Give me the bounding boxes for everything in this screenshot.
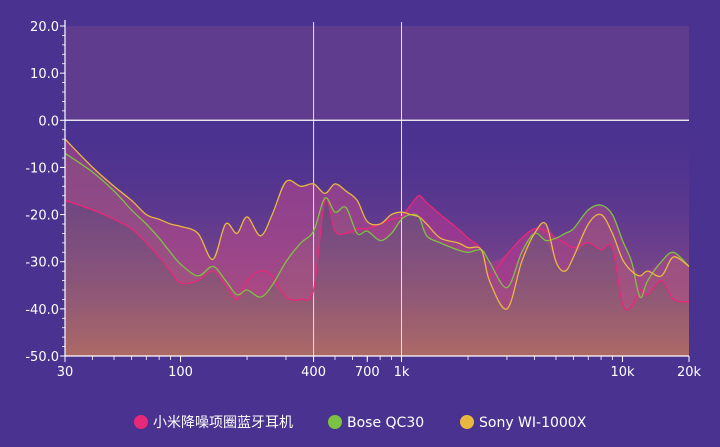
plot-upper-area: [65, 26, 689, 121]
y-tick-label: -20.0: [25, 209, 59, 224]
axes: 20.0 10.0 0.0 -10.0 -20.0 -30.0 -40.0 -50.030 10…: [25, 20, 702, 380]
x-tick-label: 100: [168, 365, 193, 380]
series-area-1: [65, 153, 689, 356]
legend-label: Sony WI-1000X: [479, 415, 587, 431]
series-area-2: [65, 139, 689, 356]
series-lines: [64, 138, 690, 311]
x-tick-label: 10k: [610, 365, 635, 380]
plot-background: [65, 120, 689, 357]
legend: 小米降噪项圈蓝牙耳机 Bose QC30 Sony WI-1000X: [134, 415, 587, 431]
y-tick-label: -40.0: [25, 303, 59, 318]
x-tick-label: 20k: [677, 365, 702, 380]
x-tick-label: 400: [301, 365, 326, 380]
legend-swatch: [328, 415, 342, 429]
y-tick-label: 10.0: [30, 67, 59, 82]
x-tick-label: 1k: [394, 365, 410, 380]
legend-swatch: [134, 415, 148, 429]
legend-label: 小米降噪项圈蓝牙耳机: [153, 415, 293, 431]
y-tick-label: -10.0: [25, 161, 59, 176]
series-line-0: [64, 195, 690, 311]
legend-swatch: [460, 415, 474, 429]
y-tick-label: -50.0: [25, 350, 59, 365]
grid-lines: [65, 22, 689, 356]
x-tick-label: 30: [57, 365, 74, 380]
y-tick-label: 20.0: [30, 20, 59, 35]
x-tick-label: 700: [355, 365, 380, 380]
legend-label: Bose QC30: [347, 415, 424, 431]
y-tick-label: 0.0: [38, 114, 59, 129]
series-line-1: [64, 152, 690, 299]
y-tick-label: -30.0: [25, 256, 59, 271]
series-band-area: [65, 139, 689, 310]
series-line-2: [64, 138, 690, 310]
